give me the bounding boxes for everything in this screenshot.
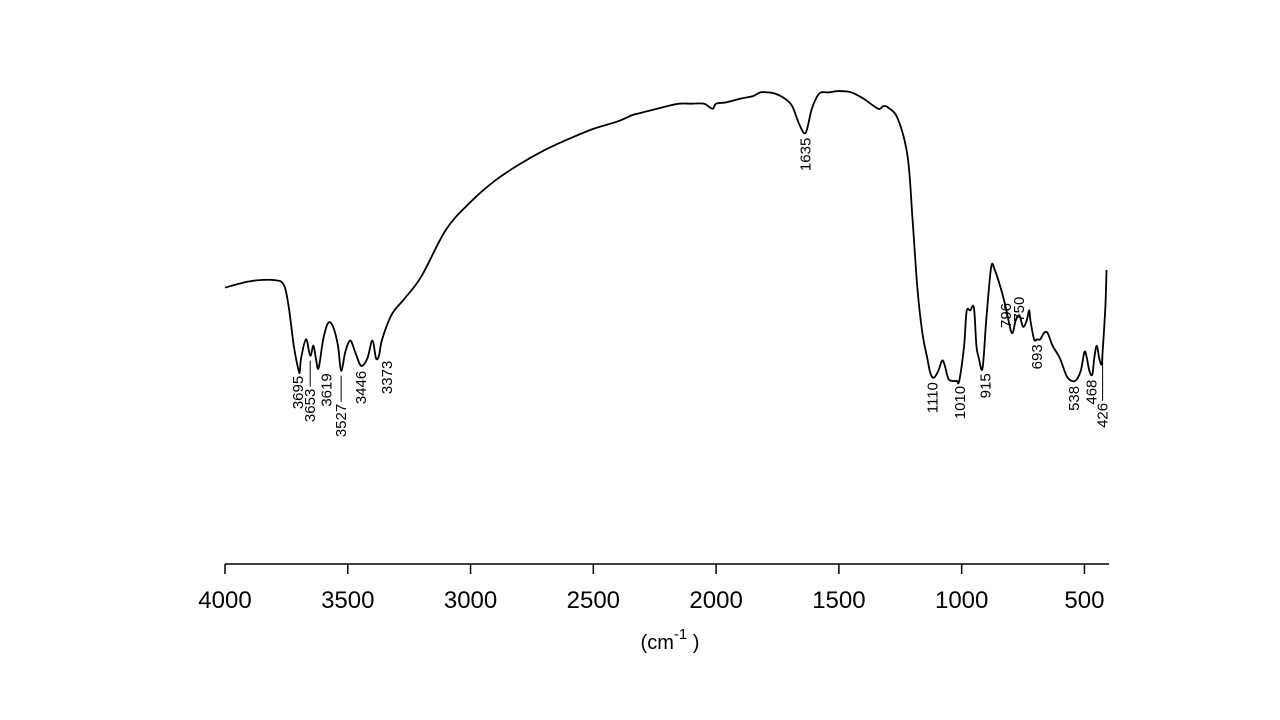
peak-annotation-538: 538 <box>1066 386 1083 411</box>
x-tick-label-3500: 3500 <box>321 587 374 614</box>
peak-label-3373: 3373 <box>379 361 396 394</box>
peak-annotation-750: 750 <box>1011 297 1028 322</box>
x-tick-label-3000: 3000 <box>444 587 497 614</box>
spectrum-line <box>224 90 1108 385</box>
peak-annotation-3527: 3527 <box>333 375 350 437</box>
x-tick-label-1500: 1500 <box>812 587 865 614</box>
peak-label-468: 468 <box>1083 380 1100 405</box>
peak-annotation-1635: 1635 <box>798 138 815 171</box>
peak-annotation-468: 468 <box>1083 380 1100 405</box>
peak-label-750: 750 <box>1011 297 1028 322</box>
peak-annotation-3619: 3619 <box>319 373 336 406</box>
plot-area <box>224 90 1108 385</box>
x-axis-label: (cm-1 ) <box>641 626 700 654</box>
x-tick-label-1000: 1000 <box>935 587 988 614</box>
peak-annotation-426: 426 <box>1095 356 1112 428</box>
peak-annotation-3446: 3446 <box>353 371 370 404</box>
peak-label-693: 693 <box>1029 344 1046 369</box>
peak-annotation-1010: 1010 <box>952 386 969 419</box>
peak-annotation-3653: 3653 <box>302 360 319 422</box>
x-axis-label-prefix: (cm <box>641 632 674 654</box>
peak-label-3527: 3527 <box>333 404 350 437</box>
x-tick-label-2500: 2500 <box>567 587 620 614</box>
peak-label-1635: 1635 <box>798 138 815 171</box>
peak-annotation-3373: 3373 <box>379 361 396 394</box>
peak-annotation-915: 915 <box>978 373 995 398</box>
peak-label-3619: 3619 <box>319 373 336 406</box>
peak-label-3653: 3653 <box>302 389 319 422</box>
peak-label-3695: 3695 <box>290 376 307 409</box>
peak-label-426: 426 <box>1095 403 1112 428</box>
x-axis: 4000 3500 3000 2500 2000 1500 1000 500 <box>198 563 1109 614</box>
peak-label-1110: 1110 <box>925 382 942 413</box>
peak-label-3446: 3446 <box>353 371 370 404</box>
peak-annotation-3695: 3695 <box>290 376 307 409</box>
peak-label-796: 796 <box>998 303 1015 328</box>
x-tick-label-4000: 4000 <box>198 587 251 614</box>
peak-label-915: 915 <box>978 373 995 398</box>
peak-label-1010: 1010 <box>952 386 969 419</box>
x-axis-label-suffix: ) <box>687 632 699 654</box>
peak-annotation-1110: 1110 <box>925 382 942 413</box>
x-axis-label-superscript: -1 <box>674 626 687 643</box>
x-tick-label-500: 500 <box>1064 587 1104 614</box>
peak-annotation-693: 693 <box>1029 344 1046 369</box>
peak-annotation-796: 796 <box>998 303 1015 328</box>
x-tick-label-2000: 2000 <box>689 587 742 614</box>
peak-label-538: 538 <box>1066 386 1083 411</box>
